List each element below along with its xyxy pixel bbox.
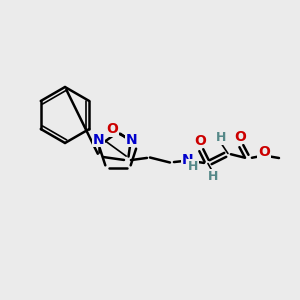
Text: H: H xyxy=(188,160,198,173)
Text: N: N xyxy=(182,152,194,167)
Text: O: O xyxy=(234,130,246,143)
Text: H: H xyxy=(216,131,226,144)
Text: H: H xyxy=(208,170,218,183)
Text: O: O xyxy=(258,145,270,158)
Text: N: N xyxy=(126,133,138,146)
Text: O: O xyxy=(106,122,118,136)
Text: O: O xyxy=(194,134,206,148)
Text: N: N xyxy=(92,133,104,146)
